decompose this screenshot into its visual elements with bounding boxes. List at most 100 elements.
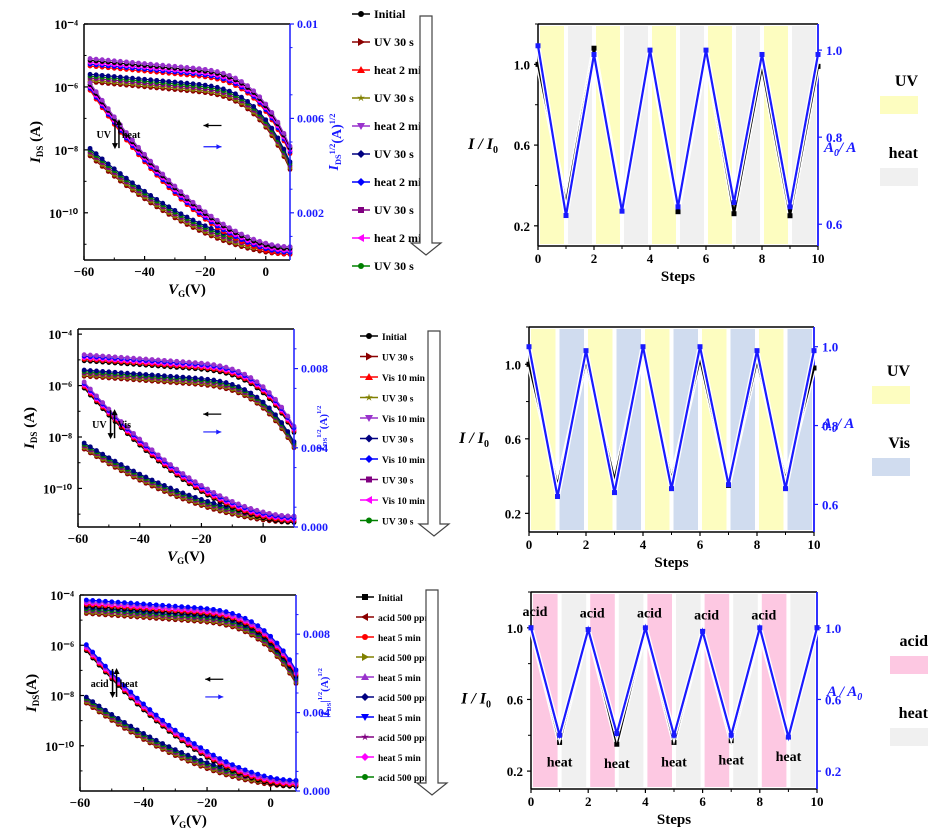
y2-axis-label-var: I <box>327 165 342 172</box>
state-a-data-point <box>81 367 87 373</box>
y2-axis-label-sup2: 1/2 <box>317 667 324 676</box>
state-a-data-point <box>198 757 204 763</box>
state-a-data-point <box>172 747 178 752</box>
state-a-data-point <box>279 420 285 425</box>
y2-axis-label: IDS1/2(A)1/2 <box>315 405 330 452</box>
data-point-right <box>811 348 817 354</box>
state-a-data-point <box>124 465 130 471</box>
state-a-data-point <box>199 376 204 381</box>
state-a-data-point <box>131 468 136 474</box>
legend-item: heat 2 min <box>352 119 428 133</box>
state-b-data-point <box>217 363 223 369</box>
state-b-data-point <box>96 598 102 604</box>
state-b-data-point <box>143 442 149 447</box>
state-b-data-point <box>134 695 140 701</box>
y2-axis-label: |IDS|1/2(A)1/2 <box>317 667 333 717</box>
legend-swatch-uv <box>880 96 918 114</box>
state-a-data-point <box>106 455 112 461</box>
state-a-data-point <box>184 214 190 220</box>
data-point-right <box>783 486 788 492</box>
state-b-data-point <box>273 512 278 517</box>
y-axis-label: IDS (A) <box>22 407 39 450</box>
legend-marker-square <box>362 594 368 600</box>
state-a-data-point <box>275 135 281 141</box>
y2-tick-label: 0.000 <box>303 784 330 798</box>
state-a-data-point <box>266 405 272 411</box>
y2-axis-label-var: A <box>823 140 834 156</box>
state-b-series-line <box>85 645 297 783</box>
y2-axis-label-var: I <box>319 710 331 716</box>
legend-marker-square <box>358 207 364 213</box>
state-b-data-point <box>274 776 280 782</box>
legend-label: heat 2 min <box>374 63 428 77</box>
x-tick-label: 2 <box>585 794 592 809</box>
x-tick-label: 4 <box>647 251 654 266</box>
y2-tick-label: 1.0 <box>822 340 838 355</box>
state-b-data-point <box>117 58 123 64</box>
state-b-data-point <box>155 357 161 363</box>
right-axis-arrow-head <box>218 694 224 700</box>
y-tick-label: 0.6 <box>514 138 531 153</box>
y-axis-label-var: I <box>28 156 44 164</box>
state-b-data-point <box>280 777 286 782</box>
state-b-series-line <box>89 84 291 250</box>
state-a-data-point <box>180 374 186 380</box>
state-b-data-point <box>273 396 278 402</box>
y2-axis-label: A0/ A <box>821 416 854 435</box>
state-b-data-point <box>172 63 178 69</box>
curves <box>81 352 297 525</box>
state-b-data-point <box>118 354 124 360</box>
state-a-data-point <box>199 497 204 502</box>
legend-label: UV 30 s <box>374 35 414 49</box>
data-point-right <box>528 625 534 631</box>
state-a-data-point <box>148 193 154 198</box>
state-b-data-point <box>124 59 129 65</box>
state-a-data-point <box>160 741 165 746</box>
data-point-right <box>731 199 737 205</box>
y-axis-label: IDS(A) <box>24 674 41 713</box>
state-b-data-point <box>124 130 129 135</box>
state-b-data-point <box>166 603 172 609</box>
legend-item: UV 30 s <box>352 91 414 105</box>
state-b-data-point <box>257 238 263 244</box>
state-a-data-point <box>154 196 160 202</box>
state-a-data-point <box>148 77 154 83</box>
y2-axis-label-sub: 0 <box>834 148 839 159</box>
y2-axis-label-rest: / A <box>836 416 854 432</box>
x-tick-label: 6 <box>699 794 706 809</box>
data-point-right <box>785 734 791 740</box>
state-b-data-point <box>160 171 166 177</box>
state-a-series-line <box>89 155 291 255</box>
x-axis-label-sub: G <box>177 556 184 566</box>
point-label: acid <box>751 608 776 623</box>
state-a-data-point <box>162 483 167 488</box>
legend-label: Initial <box>378 594 403 604</box>
state-b-data-point <box>172 183 178 189</box>
state-a-data-point <box>112 369 118 375</box>
legend-item: UV <box>872 363 910 404</box>
x-tick-label: 10 <box>812 251 825 266</box>
legend-marker-triangle-right <box>362 653 369 661</box>
legend-item: UV 30 s <box>352 203 414 217</box>
state-a-data-point <box>192 494 198 500</box>
state-b-data-point <box>94 393 99 399</box>
x-axis-label-unit: (V) <box>184 549 205 565</box>
legend-label: Vis 10 min <box>382 415 426 425</box>
state-a-series-line <box>90 79 291 168</box>
state-a-data-point <box>143 372 149 377</box>
y2-axis-label-sup: 1/2 <box>316 429 323 438</box>
legend-marker-star <box>365 393 373 401</box>
state-a-data-point <box>130 180 135 186</box>
state-b-data-point <box>245 83 250 89</box>
state-b-data-point <box>266 390 272 395</box>
state-b-data-point <box>233 75 238 81</box>
state-b-data-point <box>191 605 197 610</box>
left-axis-arrow-head <box>203 411 209 417</box>
state-a-data-point <box>155 372 161 378</box>
state-a-data-point <box>285 429 291 434</box>
x-tick-label: −40 <box>130 531 150 546</box>
state-b-data-point <box>268 775 273 780</box>
y-tick-label: 0.2 <box>514 219 530 234</box>
state-b-data-point <box>223 364 229 370</box>
